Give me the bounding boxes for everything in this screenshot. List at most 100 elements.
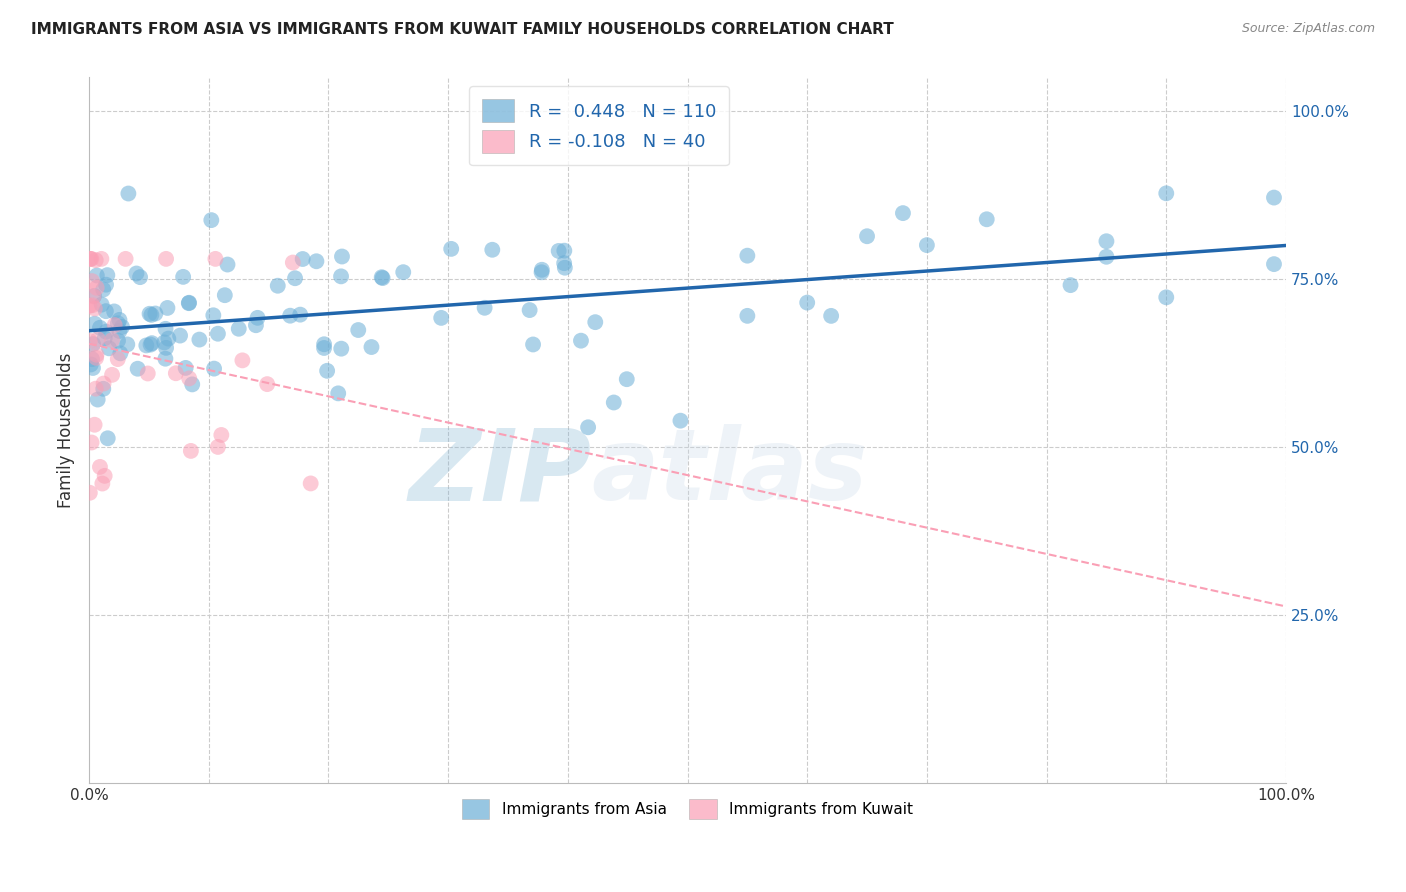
Point xyxy=(796,295,818,310)
Legend: Immigrants from Asia, Immigrants from Kuwait: Immigrants from Asia, Immigrants from Ku… xyxy=(456,793,920,825)
Point xyxy=(207,326,229,341)
Point xyxy=(820,309,842,323)
Point xyxy=(474,301,496,315)
Point xyxy=(80,358,103,372)
Point xyxy=(91,382,114,396)
Point xyxy=(392,265,415,279)
Point xyxy=(104,318,127,332)
Point xyxy=(256,377,278,392)
Point xyxy=(107,316,129,330)
Point xyxy=(347,323,370,337)
Point xyxy=(93,376,115,391)
Point xyxy=(1263,191,1285,205)
Point xyxy=(174,360,197,375)
Point xyxy=(179,371,201,385)
Point xyxy=(312,341,335,355)
Point xyxy=(82,337,104,351)
Point xyxy=(143,306,166,320)
Point xyxy=(125,267,148,281)
Point xyxy=(79,485,101,500)
Point xyxy=(1263,257,1285,271)
Point xyxy=(330,250,353,264)
Point xyxy=(554,260,576,275)
Point xyxy=(1095,250,1118,264)
Point xyxy=(737,309,759,323)
Point xyxy=(576,420,599,434)
Point xyxy=(84,253,107,268)
Point xyxy=(1095,234,1118,248)
Point xyxy=(328,386,350,401)
Point xyxy=(669,414,692,428)
Point xyxy=(129,270,152,285)
Point xyxy=(172,269,194,284)
Text: IMMIGRANTS FROM ASIA VS IMMIGRANTS FROM KUWAIT FAMILY HOUSEHOLDS CORRELATION CHA: IMMIGRANTS FROM ASIA VS IMMIGRANTS FROM … xyxy=(31,22,894,37)
Point xyxy=(117,186,139,201)
Point xyxy=(110,346,132,360)
Point xyxy=(202,308,225,322)
Point xyxy=(155,351,177,366)
Point xyxy=(316,364,339,378)
Point xyxy=(314,337,336,351)
Point xyxy=(90,252,112,266)
Point xyxy=(278,309,301,323)
Point xyxy=(891,206,914,220)
Point xyxy=(90,297,112,311)
Point xyxy=(299,476,322,491)
Point xyxy=(139,337,162,351)
Point xyxy=(86,281,108,295)
Point xyxy=(155,322,177,336)
Point xyxy=(108,313,131,327)
Point xyxy=(553,256,575,270)
Point xyxy=(177,295,200,310)
Point xyxy=(83,417,105,432)
Text: atlas: atlas xyxy=(592,424,869,521)
Point xyxy=(553,244,575,258)
Point xyxy=(83,289,105,303)
Point xyxy=(200,213,222,227)
Point xyxy=(291,252,314,266)
Point xyxy=(440,242,463,256)
Point xyxy=(370,270,392,285)
Point xyxy=(89,459,111,474)
Text: ZIP: ZIP xyxy=(409,424,592,521)
Point xyxy=(207,440,229,454)
Point xyxy=(1154,186,1177,201)
Point xyxy=(290,308,312,322)
Point xyxy=(94,304,117,318)
Point xyxy=(281,255,304,269)
Point xyxy=(519,303,541,318)
Point xyxy=(1059,278,1081,293)
Point xyxy=(107,334,129,348)
Point xyxy=(79,252,101,266)
Point xyxy=(157,332,180,346)
Point xyxy=(86,268,108,283)
Point xyxy=(127,361,149,376)
Point xyxy=(97,431,120,445)
Point xyxy=(214,288,236,302)
Point xyxy=(114,252,136,266)
Point xyxy=(530,265,553,279)
Point xyxy=(481,243,503,257)
Point xyxy=(522,337,544,351)
Point xyxy=(79,334,101,348)
Point xyxy=(915,238,938,252)
Point xyxy=(616,372,638,386)
Point xyxy=(181,377,204,392)
Point xyxy=(141,308,163,322)
Point xyxy=(155,252,177,266)
Point xyxy=(108,324,131,338)
Point xyxy=(101,333,124,347)
Point xyxy=(330,342,353,356)
Point xyxy=(360,340,382,354)
Point xyxy=(86,392,108,407)
Point xyxy=(83,289,105,303)
Point xyxy=(583,315,606,329)
Point xyxy=(96,325,118,339)
Point xyxy=(80,252,103,266)
Point xyxy=(177,296,200,310)
Text: Source: ZipAtlas.com: Source: ZipAtlas.com xyxy=(1241,22,1375,36)
Point xyxy=(856,229,879,244)
Point xyxy=(188,333,211,347)
Point xyxy=(79,299,101,313)
Point xyxy=(91,476,114,491)
